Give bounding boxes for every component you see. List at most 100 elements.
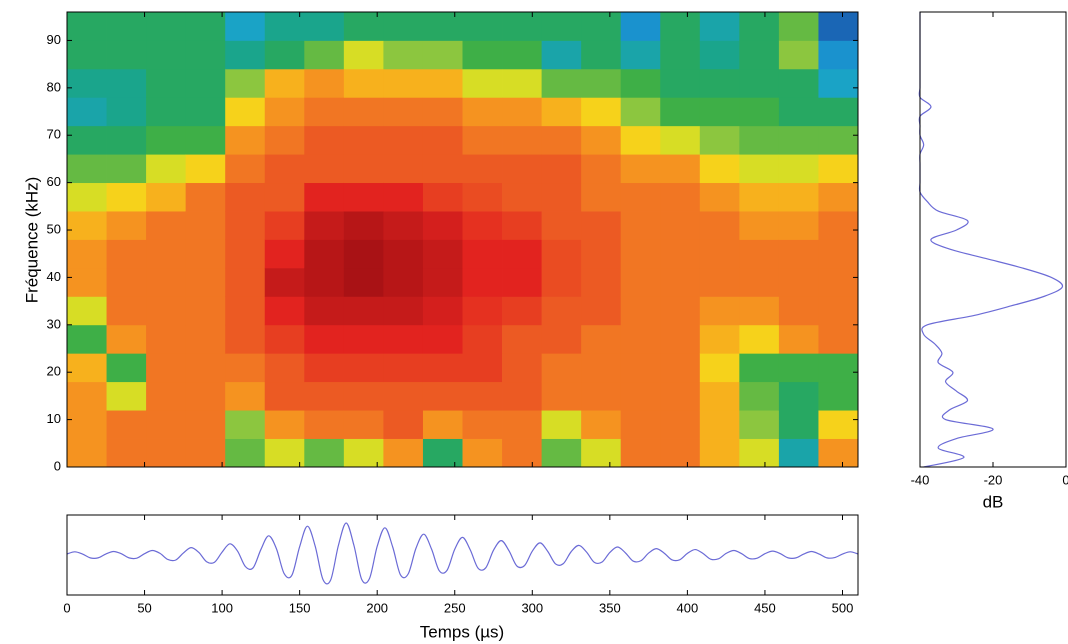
heatmap-cell — [660, 353, 701, 383]
heatmap-cell — [67, 182, 107, 212]
y-tick-label: 50 — [47, 221, 61, 236]
heatmap-cell — [620, 68, 661, 98]
heatmap-cell — [699, 182, 740, 212]
heatmap-cell — [541, 125, 582, 155]
heatmap-cell — [581, 296, 622, 326]
heatmap-cell — [660, 381, 701, 411]
heatmap-cell — [739, 353, 780, 383]
heatmap-cell — [699, 12, 740, 41]
heatmap-cell — [818, 12, 859, 41]
heatmap-cell — [264, 267, 305, 297]
heatmap-cell — [304, 97, 345, 127]
heatmap-cell — [383, 381, 424, 411]
y-tick-label: 70 — [47, 127, 61, 142]
heatmap-cell — [620, 410, 661, 439]
heatmap-cell — [264, 438, 305, 468]
heatmap-cell — [699, 381, 740, 411]
heatmap-cell — [67, 68, 107, 98]
heatmap-cell — [422, 68, 463, 98]
heatmap-cell — [225, 353, 266, 383]
heatmap-cell — [502, 267, 542, 297]
heatmap-cell — [502, 324, 542, 354]
heatmap-cell — [225, 154, 266, 184]
heatmap-cell — [620, 381, 661, 411]
heatmap-cell — [67, 239, 107, 269]
heatmap-cell — [778, 125, 819, 155]
heatmap-cell — [502, 410, 542, 439]
heatmap-cell — [185, 40, 226, 70]
spectrum-line — [918, 12, 1064, 468]
heatmap-cell — [699, 353, 740, 383]
heatmap-cell — [620, 353, 661, 383]
heatmap-cell — [422, 211, 463, 240]
heatmap-cell — [146, 381, 187, 411]
heatmap-cell — [462, 125, 503, 155]
heatmap-cell — [778, 296, 819, 326]
heatmap-cell — [699, 410, 740, 439]
heatmap-cell — [541, 68, 582, 98]
heatmap-cell — [146, 125, 187, 155]
heatmap-cell — [778, 438, 819, 468]
heatmap-cell — [778, 381, 819, 411]
heatmap-cell — [106, 239, 147, 269]
heatmap-cell — [185, 324, 226, 354]
waveform-line — [66, 522, 859, 585]
heatmap-cell — [422, 182, 463, 212]
heatmap-cell — [739, 381, 780, 411]
heatmap-cell — [106, 97, 147, 127]
heatmap-cell — [778, 324, 819, 354]
heatmap-cell — [67, 97, 107, 127]
heatmap-cell — [462, 211, 503, 240]
heatmap-cell — [304, 12, 345, 41]
heatmap-cell — [541, 40, 582, 70]
heatmap-cell — [185, 154, 226, 184]
heatmap-cell — [106, 211, 147, 240]
heatmap-cell — [304, 410, 345, 439]
heatmap-cell — [541, 239, 582, 269]
heatmap-cell — [343, 68, 384, 98]
heatmap-cell — [264, 353, 305, 383]
heatmap-cell — [462, 410, 503, 439]
heatmap-cell — [383, 68, 424, 98]
heatmap-cell — [778, 12, 819, 41]
heatmap-cell — [343, 125, 384, 155]
heatmap-cell — [343, 154, 384, 184]
heatmap-cell — [264, 154, 305, 184]
heatmap-cell — [185, 296, 226, 326]
heatmap-cell — [462, 68, 503, 98]
heatmap-cell — [660, 97, 701, 127]
heatmap-cell — [739, 239, 780, 269]
heatmap-cell — [462, 154, 503, 184]
heatmap-cell — [541, 267, 582, 297]
x-tick-label: 150 — [289, 600, 311, 615]
heatmap-cell — [541, 97, 582, 127]
heatmap-cell — [225, 182, 266, 212]
heatmap-cell — [818, 40, 859, 70]
heatmap-cell — [106, 182, 147, 212]
heatmap-cell — [264, 40, 305, 70]
heatmap-cell — [383, 324, 424, 354]
heatmap-cell — [343, 296, 384, 326]
heatmap-cell — [778, 40, 819, 70]
heatmap-cell — [699, 40, 740, 70]
heatmap-cell — [581, 353, 622, 383]
heatmap-cell — [660, 154, 701, 184]
heatmap-cell — [462, 97, 503, 127]
heatmap-cell — [778, 353, 819, 383]
heatmap-cell — [422, 239, 463, 269]
heatmap-cell — [818, 410, 859, 439]
heatmap-cell — [146, 296, 187, 326]
x-tick-label: 0 — [1062, 472, 1068, 487]
heatmap-cell — [67, 324, 107, 354]
heatmap-cell — [383, 154, 424, 184]
heatmap-cell — [739, 410, 780, 439]
heatmap-cell — [304, 182, 345, 212]
heatmap-cell — [739, 267, 780, 297]
heatmap-cell — [818, 267, 859, 297]
heatmap-cell — [225, 68, 266, 98]
y-axis-label: Fréquence (kHz) — [22, 177, 41, 304]
heatmap-cell — [383, 239, 424, 269]
heatmap-cell — [778, 211, 819, 240]
heatmap-cell — [699, 296, 740, 326]
heatmap-cell — [422, 353, 463, 383]
